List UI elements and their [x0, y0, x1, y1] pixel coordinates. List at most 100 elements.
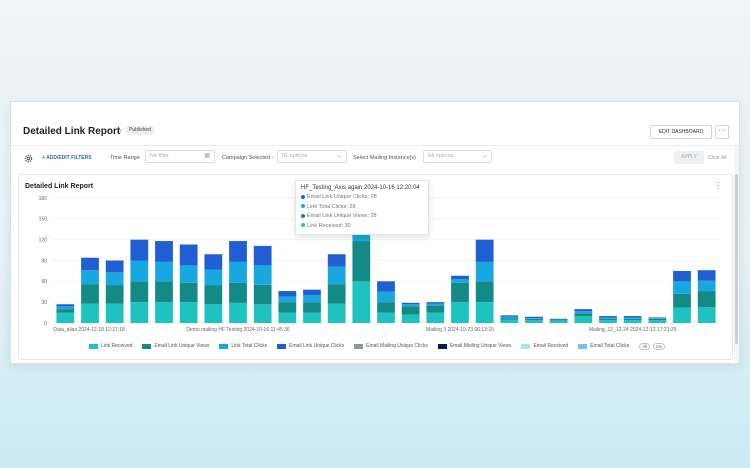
bar-segment[interactable]	[352, 241, 371, 282]
bar-segment[interactable]	[475, 281, 494, 303]
bar-segment[interactable]	[56, 304, 75, 307]
clear-all-link[interactable]: Clear All	[708, 155, 727, 161]
legend-item[interactable]: Email Link Unique Views	[142, 343, 209, 349]
bar-segment[interactable]	[500, 318, 519, 320]
legend-item[interactable]: Email Mailing Unique Views	[437, 343, 511, 349]
bar-segment[interactable]	[229, 282, 247, 303]
bar-segment[interactable]	[179, 302, 198, 323]
bar-segment[interactable]	[253, 245, 272, 266]
bar-segment[interactable]	[451, 282, 469, 303]
bar-segment[interactable]	[179, 244, 198, 266]
bar-segment[interactable]	[426, 312, 445, 323]
bar-segment[interactable]	[648, 318, 667, 319]
bar-segment[interactable]	[697, 307, 716, 323]
legend-item[interactable]: Email Received	[521, 343, 568, 349]
bar-segment[interactable]	[525, 316, 543, 319]
campaign-select[interactable]: 51 options ⌄	[277, 150, 347, 163]
bar-segment[interactable]	[623, 316, 642, 318]
bar-segment[interactable]	[500, 319, 519, 323]
legend-item[interactable]: Email Mailing Unique Clicks	[354, 343, 428, 349]
bar-segment[interactable]	[105, 260, 124, 273]
bar-segment[interactable]	[179, 265, 198, 283]
bar-segment[interactable]	[204, 304, 223, 323]
edit-dashboard-button[interactable]: EDIT DASHBOARD	[650, 125, 712, 139]
bar-segment[interactable]	[377, 291, 395, 303]
bar-segment[interactable]	[253, 265, 272, 285]
bar-segment[interactable]	[697, 270, 716, 281]
bar-segment[interactable]	[377, 281, 395, 292]
mailing-instance-select[interactable]: 64 options ⌄	[423, 150, 492, 163]
bar-segment[interactable]	[451, 279, 469, 283]
more-options-button[interactable]: ···	[715, 125, 729, 139]
bar-segment[interactable]	[56, 312, 75, 323]
bar-segment[interactable]	[549, 320, 568, 321]
bar-segment[interactable]	[278, 312, 297, 323]
bar-segment[interactable]	[426, 303, 445, 306]
bar-segment[interactable]	[327, 266, 346, 285]
bar-segment[interactable]	[278, 302, 297, 313]
bar-segment[interactable]	[623, 320, 642, 323]
bar-segment[interactable]	[105, 285, 124, 304]
bar-segment[interactable]	[401, 302, 420, 305]
bar-segment[interactable]	[155, 302, 173, 323]
bar-segment[interactable]	[599, 320, 617, 323]
bar-segment[interactable]	[673, 281, 691, 294]
legend-invert-button[interactable]: Inv	[653, 342, 666, 350]
bar-segment[interactable]	[130, 260, 149, 282]
bar-segment[interactable]	[253, 304, 272, 323]
apply-button[interactable]: APPLY	[674, 151, 704, 164]
bar-segment[interactable]	[574, 316, 593, 323]
bar-segment[interactable]	[451, 302, 469, 323]
bar-segment[interactable]	[81, 284, 99, 304]
bar-segment[interactable]	[401, 304, 420, 307]
bar-segment[interactable]	[155, 281, 173, 303]
bar-segment[interactable]	[697, 291, 716, 308]
bar-segment[interactable]	[130, 239, 149, 261]
bar-segment[interactable]	[81, 257, 99, 271]
bar-segment[interactable]	[105, 272, 124, 286]
bar-segment[interactable]	[377, 302, 395, 313]
bar-segment[interactable]	[525, 318, 543, 319]
bar-segment[interactable]	[648, 318, 667, 321]
bar-segment[interactable]	[204, 285, 223, 305]
bar-segment[interactable]	[105, 303, 124, 323]
bar-segment[interactable]	[475, 261, 494, 282]
bar-segment[interactable]	[81, 303, 99, 323]
bar-segment[interactable]	[549, 320, 568, 323]
legend-item[interactable]: Link Total Clicks	[219, 343, 267, 349]
bar-segment[interactable]	[179, 282, 198, 303]
bar-segment[interactable]	[130, 281, 149, 303]
bar-segment[interactable]	[500, 315, 519, 317]
bar-segment[interactable]	[401, 306, 420, 315]
bar-segment[interactable]	[451, 275, 469, 280]
bar-segment[interactable]	[401, 314, 420, 323]
bar-segment[interactable]	[303, 289, 321, 296]
bar-segment[interactable]	[549, 319, 568, 321]
bar-segment[interactable]	[229, 261, 247, 283]
bar-segment[interactable]	[599, 316, 617, 318]
add-edit-filters-button[interactable]: + ADD/EDIT FILTERS	[42, 155, 92, 161]
bar-segment[interactable]	[673, 293, 691, 308]
bar-segment[interactable]	[599, 318, 617, 321]
bar-segment[interactable]	[648, 317, 667, 319]
bar-segment[interactable]	[475, 239, 494, 262]
bar-segment[interactable]	[253, 284, 272, 305]
bar-segment[interactable]	[475, 302, 494, 323]
time-range-input[interactable]: No filter ▦	[145, 150, 215, 163]
legend-all-button[interactable]: All	[639, 342, 651, 350]
bar-segment[interactable]	[673, 307, 691, 323]
bar-segment[interactable]	[327, 303, 346, 323]
bar-segment[interactable]	[155, 261, 173, 282]
legend-item[interactable]: Email Total Clicks	[578, 343, 629, 349]
bar-segment[interactable]	[352, 281, 371, 323]
bar-segment[interactable]	[574, 311, 593, 314]
kebab-menu-icon[interactable]: ⋮	[714, 181, 722, 190]
bar-segment[interactable]	[327, 254, 346, 267]
bar-segment[interactable]	[229, 302, 247, 323]
bar-segment[interactable]	[204, 269, 223, 286]
bar-segment[interactable]	[303, 302, 321, 313]
bar-segment[interactable]	[204, 254, 223, 270]
bar-segment[interactable]	[697, 280, 716, 292]
bar-segment[interactable]	[426, 302, 445, 304]
bar-segment[interactable]	[303, 295, 321, 303]
